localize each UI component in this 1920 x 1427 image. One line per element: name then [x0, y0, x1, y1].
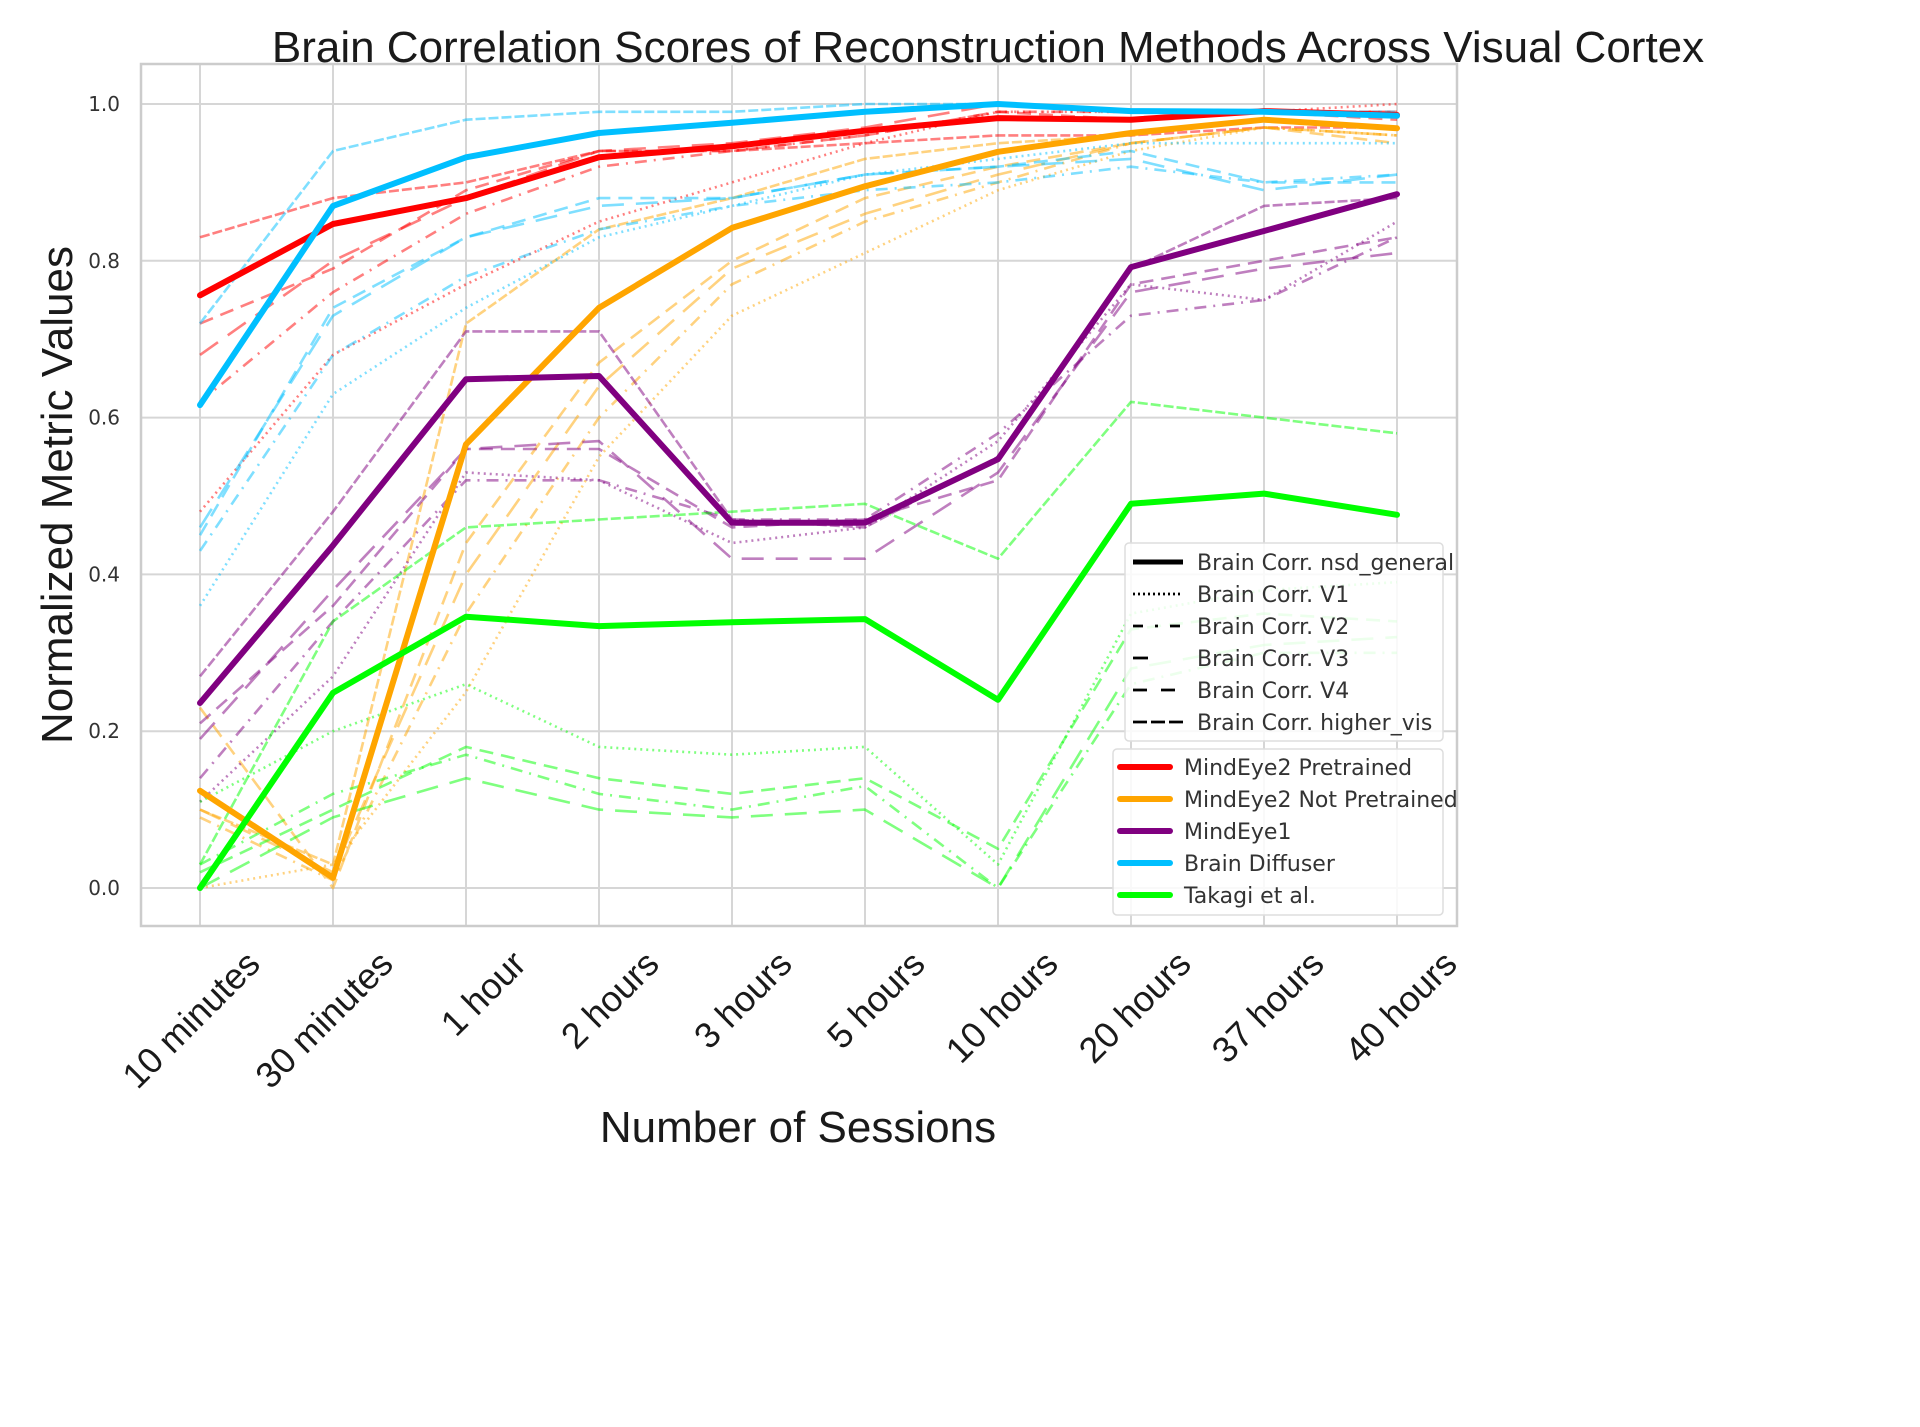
legend-style-label: Brain Corr. V4 [1197, 679, 1349, 704]
y-tick-label: 0.2 [88, 719, 120, 743]
legend-style-label: Brain Corr. V3 [1197, 647, 1349, 672]
series-line-mindeye2-pretrained-brain-corr-v3 [199, 102, 1397, 356]
style-legend: Brain Corr. nsd_general Brain Corr. V1 Bra… [1124, 542, 1454, 742]
method-legend: MindEye2 Pretrained MindEye2 Not Pretrain… [1112, 748, 1458, 916]
x-tick-label: 2 hours [553, 943, 667, 1057]
series-line-mindeye2-not-pretrained-brain-corr-nsd-general [197, 116, 1400, 881]
x-axis-label: Number of Sessions [600, 1103, 996, 1152]
legend-style-label: Brain Corr. higher_vis [1197, 711, 1432, 736]
y-tick-label: 0.4 [88, 562, 120, 586]
x-tick-label: 5 hours [819, 943, 933, 1057]
plot-frame [139, 62, 1459, 928]
y-tick-label: 0.6 [88, 406, 120, 430]
series-line-brain-diffuser-brain-corr-v3 [198, 157, 1398, 529]
series-line-mindeye2-pretrained-brain-corr-nsd-general [197, 108, 1400, 299]
x-tick-label: 20 hours [1071, 943, 1199, 1071]
legend-style-label: Brain Corr. V1 [1197, 583, 1349, 608]
legend-method-label: Takagi et al. [1183, 884, 1316, 909]
x-tick-label: 1 hour [432, 943, 533, 1044]
y-tick-label: 0.0 [88, 876, 120, 900]
x-tick-label: 30 minutes [247, 943, 401, 1097]
series-line-takagi-et-al-brain-corr-higher-vis [198, 400, 1398, 866]
series-line-brain-diffuser-brain-corr-v4 [198, 149, 1397, 536]
series-line-brain-diffuser-brain-corr-v2 [198, 165, 1398, 552]
y-axis-label: Normalized Metric Values [33, 246, 82, 744]
series-line-takagi-et-al-brain-corr-nsd-general [197, 490, 1400, 891]
series-line-mindeye2-pretrained-brain-corr-v2 [199, 110, 1397, 403]
series-line-mindeye1-brain-corr-nsd-general [197, 191, 1400, 706]
style-legend-box [1124, 542, 1444, 742]
x-tick-label: 3 hours [686, 943, 800, 1057]
legend-method-label: MindEye1 [1184, 820, 1291, 845]
legend-style-label: Brain Corr. V2 [1197, 615, 1349, 640]
legend-method-label: Brain Diffuser [1184, 852, 1336, 877]
series-line-mindeye1-brain-corr-v2 [199, 236, 1398, 780]
series-line-mindeye2-not-pretrained-brain-corr-v2 [199, 126, 1398, 882]
y-tick-label: 1.0 [88, 92, 120, 116]
x-tick-label: 37 hours [1204, 943, 1332, 1071]
x-tick-label: 10 minutes [114, 943, 268, 1097]
series-line-brain-diffuser-brain-corr-nsd-general [197, 101, 1400, 409]
y-tick-label: 0.8 [88, 249, 120, 273]
x-tick-label: 40 hours [1337, 943, 1465, 1071]
legend-method-label: MindEye2 Pretrained [1184, 756, 1412, 781]
method-legend-box [1112, 748, 1444, 916]
y-axis-ticks: 0.0 0.2 0.4 0.6 0.8 1.0 [88, 92, 120, 900]
series-line-mindeye2-not-pretrained-brain-corr-v3 [199, 126, 1398, 874]
legend-style-label: Brain Corr. nsd_general [1197, 551, 1454, 576]
legend-method-label: MindEye2 Not Pretrained [1184, 788, 1458, 813]
x-tick-label: 10 hours [938, 943, 1066, 1071]
series-line-mindeye2-not-pretrained-brain-corr-v4 [198, 126, 1398, 890]
series-line-mindeye2-pretrained-brain-corr-higher-vis [199, 126, 1397, 239]
